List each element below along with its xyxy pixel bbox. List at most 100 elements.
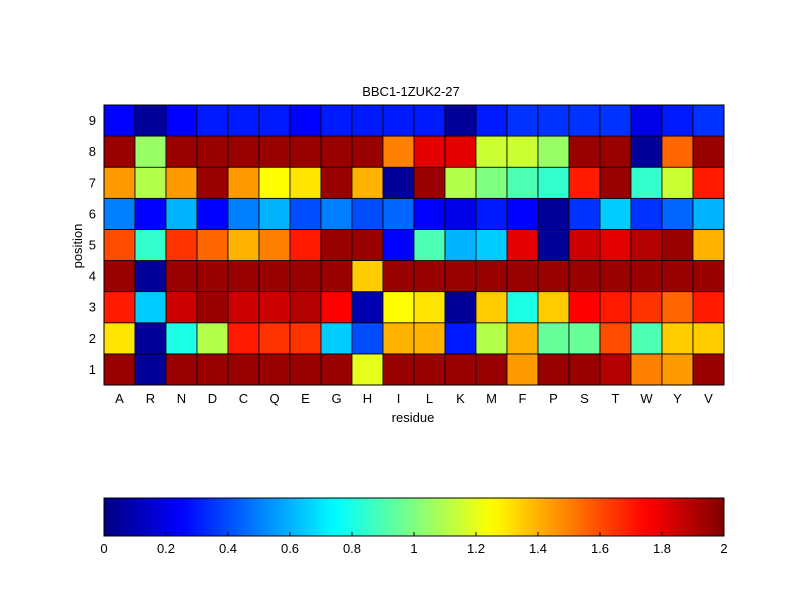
- x-tick-label: W: [640, 391, 653, 406]
- x-tick-label: R: [146, 391, 155, 406]
- heatmap-cell: [692, 166, 725, 199]
- x-tick-label: I: [397, 391, 401, 406]
- heatmap-cell: [351, 135, 384, 168]
- heatmap-cell: [661, 135, 694, 168]
- heatmap-cell: [537, 197, 570, 230]
- x-tick-label: L: [426, 391, 433, 406]
- heatmap-cell: [630, 229, 663, 261]
- heatmap-cell: [506, 322, 539, 355]
- heatmap-cell: [475, 197, 508, 230]
- heatmap-cell: [165, 197, 198, 230]
- heatmap-cell: [227, 291, 260, 324]
- heatmap-cell: [196, 322, 229, 355]
- heatmap-cell: [227, 229, 260, 261]
- heatmap-cell: [475, 166, 508, 199]
- heatmap-cell: [382, 104, 415, 137]
- heatmap-cell: [320, 260, 353, 293]
- heatmap-cell: [258, 229, 291, 261]
- heatmap-cell: [382, 322, 415, 355]
- heatmap-cell: [258, 166, 291, 199]
- heatmap-cell: [475, 322, 508, 355]
- heatmap-cell: [444, 322, 477, 355]
- heatmap-cell: [413, 260, 446, 293]
- heatmap-cell: [692, 260, 725, 293]
- heatmap-cell: [413, 197, 446, 230]
- heatmap-cell: [599, 104, 632, 137]
- x-tick-label: S: [580, 391, 589, 406]
- heatmap-cell: [351, 353, 384, 386]
- heatmap-cell: [444, 166, 477, 199]
- heatmap-cell: [506, 291, 539, 324]
- heatmap-cell: [537, 322, 570, 355]
- heatmap-cell: [103, 291, 136, 324]
- heatmap-cell: [661, 229, 694, 261]
- colorbar-tick-label: 1.4: [529, 541, 547, 556]
- heatmap-cell: [258, 291, 291, 324]
- x-tick-label: Q: [269, 391, 279, 406]
- heatmap-cell: [630, 166, 663, 199]
- heatmap-cell: [382, 260, 415, 293]
- heatmap-cell: [289, 291, 322, 324]
- heatmap-cell: [568, 166, 601, 199]
- heatmap-cell: [537, 135, 570, 168]
- heatmap-cell: [661, 104, 694, 137]
- heatmap-cell: [568, 322, 601, 355]
- heatmap-cell: [103, 104, 136, 137]
- x-tick-label: M: [486, 391, 497, 406]
- y-axis-label: position: [70, 224, 85, 269]
- heatmap-cell: [196, 104, 229, 137]
- heatmap-cell: [196, 229, 229, 261]
- heatmap-cell: [227, 353, 260, 386]
- heatmap-cell: [103, 197, 136, 230]
- heatmap-cell: [568, 197, 601, 230]
- heatmap-cell: [165, 135, 198, 168]
- heatmap-cell: [692, 135, 725, 168]
- y-tick-label: 3: [89, 300, 96, 315]
- heatmap-cell: [475, 353, 508, 386]
- heatmap-cell: [134, 229, 167, 261]
- heatmap-cell: [103, 260, 136, 293]
- heatmap-cell: [599, 322, 632, 355]
- heatmap-cell: [320, 229, 353, 261]
- heatmap-cell: [320, 353, 353, 386]
- heatmap-cell: [568, 260, 601, 293]
- colorbar-tick-label: 0.4: [219, 541, 237, 556]
- x-tick-label: K: [456, 391, 465, 406]
- x-tick-label: A: [115, 391, 124, 406]
- heatmap-cell: [475, 135, 508, 168]
- x-tick-label: D: [208, 391, 217, 406]
- colorbar-tick-label: 0: [100, 541, 107, 556]
- heatmap-cell: [227, 166, 260, 199]
- heatmap-cell: [196, 353, 229, 386]
- colorbar-tick-label: 1.6: [591, 541, 609, 556]
- heatmap-cell: [568, 291, 601, 324]
- heatmap-cell: [320, 104, 353, 137]
- heatmap-cell: [351, 322, 384, 355]
- heatmap-cell: [382, 135, 415, 168]
- heatmap-cell: [289, 197, 322, 230]
- heatmap-cell: [506, 135, 539, 168]
- heatmap-cell: [475, 104, 508, 137]
- heatmap-cell: [444, 291, 477, 324]
- heatmap-cell: [103, 166, 136, 199]
- heatmap-cell: [692, 229, 725, 261]
- heatmap-cell: [351, 229, 384, 261]
- heatmap-cell: [599, 353, 632, 386]
- heatmap-cell: [661, 166, 694, 199]
- heatmap-cell: [568, 353, 601, 386]
- heatmap-cell: [475, 291, 508, 324]
- colorbar-tick-label: 2: [720, 541, 727, 556]
- y-tick-label: 1: [89, 362, 96, 377]
- x-tick-label: H: [363, 391, 372, 406]
- heatmap-cell: [134, 104, 167, 137]
- heatmap-cell: [382, 291, 415, 324]
- heatmap-cell: [444, 104, 477, 137]
- colorbar-tick-label: 0.2: [157, 541, 175, 556]
- heatmap-cell: [227, 322, 260, 355]
- heatmap-cell: [506, 229, 539, 261]
- heatmap-cell: [196, 166, 229, 199]
- x-tick-label: N: [177, 391, 186, 406]
- heatmap-cell: [537, 291, 570, 324]
- heatmap-cell: [320, 135, 353, 168]
- heatmap-cell: [103, 353, 136, 386]
